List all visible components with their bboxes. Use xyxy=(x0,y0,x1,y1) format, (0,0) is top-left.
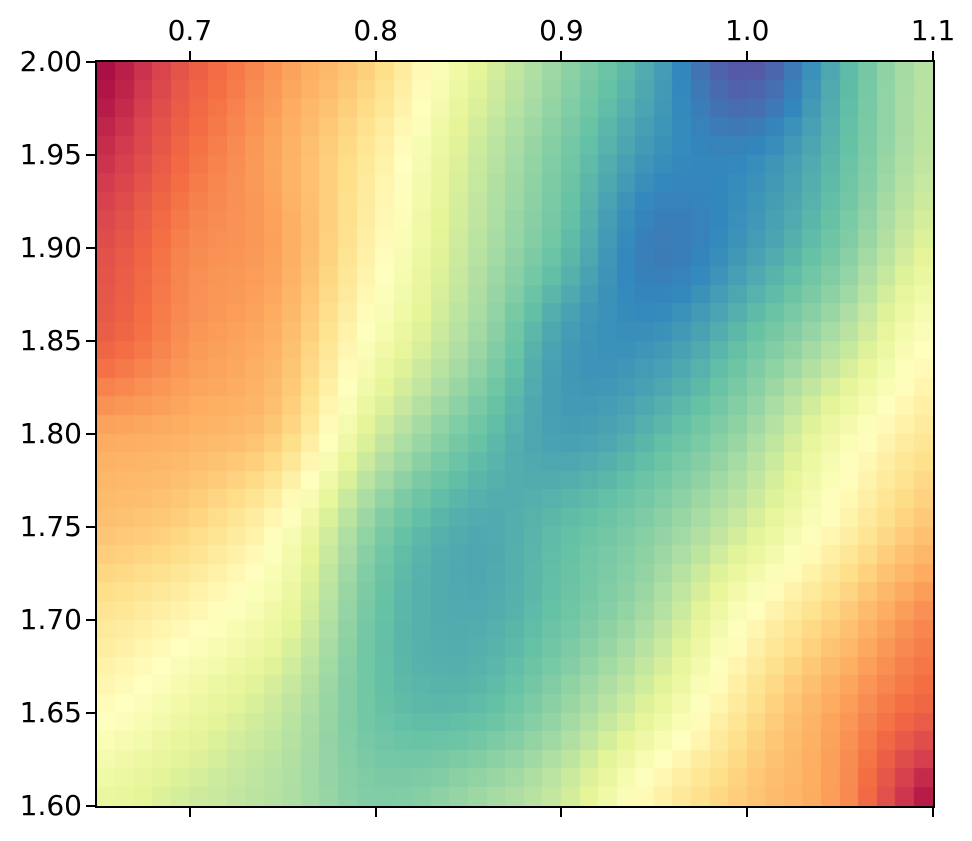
y-tick-label: 1.95 xyxy=(19,138,82,171)
y-tick-mark xyxy=(86,154,95,156)
y-tick-mark xyxy=(86,61,95,63)
y-tick-label: 1.85 xyxy=(19,324,82,357)
y-tick-mark xyxy=(86,619,95,621)
y-tick-label: 1.65 xyxy=(19,696,82,729)
y-tick-label: 2.00 xyxy=(19,45,82,78)
x-tick-mark-top xyxy=(932,51,934,60)
x-tick-mark-bottom xyxy=(560,808,563,817)
y-tick-label: 1.60 xyxy=(19,789,82,822)
x-tick-mark-bottom xyxy=(932,808,934,817)
y-tick-label: 1.80 xyxy=(19,417,82,450)
x-tick-label: 1.1 xyxy=(910,14,956,47)
y-tick-mark xyxy=(86,805,95,807)
y-tick-mark xyxy=(86,340,95,342)
x-tick-mark-top xyxy=(374,51,377,60)
y-tick-label: 1.90 xyxy=(19,231,82,264)
x-tick-label: 1.0 xyxy=(724,14,770,47)
x-tick-mark-bottom xyxy=(374,808,377,817)
x-tick-mark-bottom xyxy=(746,808,749,817)
y-tick-mark xyxy=(86,712,95,714)
x-tick-mark-top xyxy=(746,51,749,60)
x-tick-mark-top xyxy=(188,51,191,60)
y-tick-mark xyxy=(86,247,95,249)
x-tick-label: 0.7 xyxy=(167,14,213,47)
y-tick-mark xyxy=(86,526,95,528)
plot-area xyxy=(95,60,935,808)
x-tick-label: 0.8 xyxy=(353,14,398,47)
x-tick-mark-bottom xyxy=(188,808,191,817)
heatmap-canvas xyxy=(97,62,933,806)
x-tick-mark-top xyxy=(560,51,563,60)
y-tick-label: 1.70 xyxy=(19,603,82,636)
y-tick-mark xyxy=(86,433,95,435)
x-tick-label: 0.9 xyxy=(539,14,584,47)
y-tick-label: 1.75 xyxy=(19,510,82,543)
